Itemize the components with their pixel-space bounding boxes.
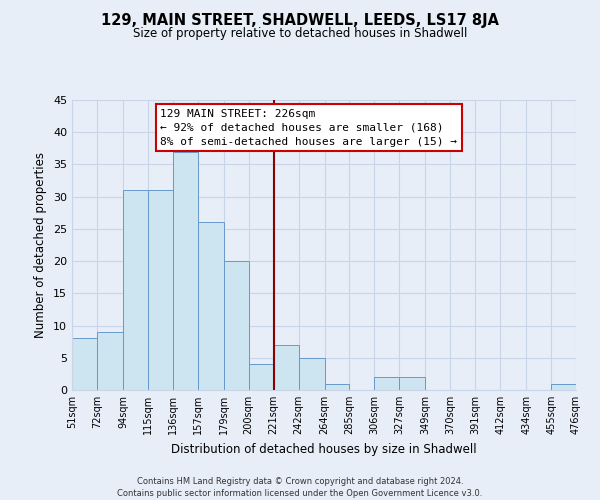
Bar: [123, 190, 148, 390]
Y-axis label: Number of detached properties: Number of detached properties: [34, 152, 47, 338]
Bar: [97, 332, 123, 390]
Bar: [374, 377, 400, 390]
Bar: [148, 190, 173, 390]
Text: 129, MAIN STREET, SHADWELL, LEEDS, LS17 8JA: 129, MAIN STREET, SHADWELL, LEEDS, LS17 …: [101, 12, 499, 28]
Bar: [248, 364, 274, 390]
Bar: [72, 338, 97, 390]
X-axis label: Distribution of detached houses by size in Shadwell: Distribution of detached houses by size …: [171, 442, 477, 456]
Text: Size of property relative to detached houses in Shadwell: Size of property relative to detached ho…: [133, 28, 467, 40]
Bar: [274, 345, 299, 390]
Bar: [400, 377, 425, 390]
Bar: [299, 358, 325, 390]
Bar: [224, 261, 248, 390]
Bar: [551, 384, 576, 390]
Bar: [173, 152, 198, 390]
Bar: [198, 222, 224, 390]
Bar: [325, 384, 349, 390]
Text: 129 MAIN STREET: 226sqm
← 92% of detached houses are smaller (168)
8% of semi-de: 129 MAIN STREET: 226sqm ← 92% of detache…: [160, 108, 457, 146]
Text: Contains HM Land Registry data © Crown copyright and database right 2024.
Contai: Contains HM Land Registry data © Crown c…: [118, 476, 482, 498]
